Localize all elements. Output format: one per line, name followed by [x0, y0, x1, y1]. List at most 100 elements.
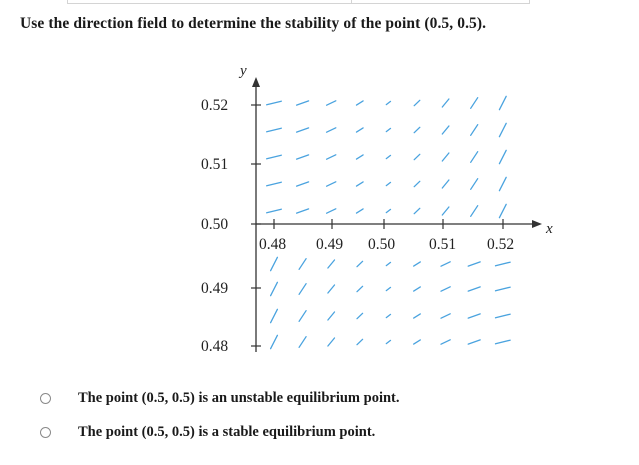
- slope-segment: [441, 179, 450, 189]
- slope-segment: [356, 285, 364, 293]
- slope-segment: [325, 127, 337, 133]
- slope-segment: [413, 286, 421, 292]
- slope-segment: [298, 258, 307, 270]
- y-tick-label: 0.52: [201, 97, 228, 114]
- slope-segment: [498, 176, 507, 192]
- slope-segment: [467, 261, 481, 267]
- slope-segment: [295, 100, 310, 106]
- slope-segment: [355, 208, 364, 214]
- slope-segment: [295, 154, 310, 160]
- slope-segment: [355, 127, 364, 133]
- slope-segment: [441, 98, 450, 108]
- y-tick-label: 0.51: [201, 156, 228, 173]
- slope-segment: [295, 208, 310, 214]
- slope-segment: [266, 100, 282, 106]
- slope-segment: [440, 286, 451, 292]
- answer-option-unstable[interactable]: The point (0.5, 0.5) is an unstable equi…: [40, 387, 400, 409]
- axes: y x 0.52 0.51 0.50 0.49 0.48 0.48 0.49 0…: [201, 63, 553, 355]
- slope-segment: [467, 313, 481, 319]
- answer-option-stable[interactable]: The point (0.5, 0.5) is a stable equilib…: [40, 421, 375, 443]
- slope-segment: [325, 208, 337, 214]
- slope-segment: [441, 152, 450, 162]
- slope-segment: [355, 100, 364, 106]
- slope-segment: [494, 286, 511, 292]
- slope-segment: [355, 181, 364, 187]
- radio-button-stable[interactable]: [40, 426, 51, 438]
- slope-segment: [494, 313, 511, 319]
- slope-segment: [327, 337, 336, 347]
- radio-button-unstable[interactable]: [40, 392, 51, 404]
- slope-segment: [325, 181, 337, 187]
- slope-segment: [295, 181, 310, 187]
- slope-segment: [327, 259, 336, 269]
- slope-segment: [413, 180, 421, 188]
- slope-segment: [327, 311, 336, 321]
- slope-segment: [327, 284, 336, 294]
- direction-field: y x 0.52 0.51 0.50 0.49 0.48 0.48 0.49 0…: [201, 63, 553, 355]
- slope-segment: [498, 122, 507, 138]
- x-tick-label: 0.51: [429, 236, 456, 253]
- direction-field-plot: y x 0.52 0.51 0.50 0.49 0.48 0.48 0.49 0…: [201, 63, 553, 355]
- slope-segment: [413, 313, 421, 319]
- slope-segment: [298, 283, 307, 295]
- slope-segment: [266, 181, 282, 187]
- slope-segment: [413, 207, 421, 215]
- answer-label-unstable: The point (0.5, 0.5) is an unstable equi…: [78, 389, 400, 406]
- x-tick-label: 0.52: [487, 236, 514, 253]
- slope-segment: [470, 151, 479, 163]
- slope-segment: [269, 334, 279, 350]
- question-text: Use the direction field to determine the…: [20, 15, 487, 32]
- x-tick-label: 0.48: [259, 236, 286, 253]
- slope-segment: [440, 339, 451, 345]
- slope-segment: [325, 100, 337, 106]
- slope-segment: [269, 281, 279, 297]
- x-tick-label: 0.50: [368, 236, 395, 253]
- slope-segment: [441, 125, 450, 135]
- slope-segment: [494, 339, 511, 345]
- slope-segment: [470, 97, 479, 109]
- slope-segment: [356, 260, 364, 268]
- slope-segment: [498, 149, 507, 165]
- x-axis-label: x: [545, 221, 553, 237]
- slope-segment: [385, 261, 392, 267]
- slope-segment: [470, 124, 479, 136]
- slope-segment: [467, 339, 481, 345]
- x-axis-arrowhead: [532, 220, 542, 228]
- answer-label-stable: The point (0.5, 0.5) is a stable equilib…: [78, 423, 376, 440]
- slope-segment: [356, 312, 364, 320]
- slope-segment: [266, 127, 282, 133]
- y-axis-label: y: [238, 63, 247, 79]
- slope-segment: [385, 181, 392, 187]
- y-tick-label: 0.49: [201, 280, 228, 297]
- slope-segment: [269, 256, 279, 272]
- slope-segment: [385, 313, 392, 319]
- y-axis-arrowhead: [252, 77, 260, 87]
- slope-segment: [355, 154, 364, 160]
- slope-segment: [385, 154, 392, 160]
- slope-segment: [470, 205, 479, 217]
- slope-segment: [385, 208, 392, 214]
- top-divider: [67, 0, 530, 4]
- slope-segment: [498, 95, 507, 111]
- slope-segment: [266, 208, 282, 214]
- slope-segment: [440, 313, 451, 319]
- slope-segment: [441, 206, 450, 216]
- slope-segment: [385, 286, 392, 292]
- y-tick-label: 0.48: [201, 338, 228, 355]
- slope-segment: [413, 261, 421, 267]
- slope-segment: [494, 261, 511, 267]
- slope-segment: [467, 286, 481, 292]
- slope-segment: [498, 203, 507, 219]
- slope-segment: [413, 339, 421, 345]
- slope-segment: [298, 310, 307, 322]
- slope-arrows: [266, 95, 511, 350]
- x-tick-label: 0.49: [316, 236, 343, 253]
- slope-segment: [356, 338, 364, 346]
- slope-segment: [325, 154, 337, 160]
- slope-segment: [269, 308, 279, 324]
- slope-segment: [385, 127, 392, 133]
- slope-segment: [266, 154, 282, 160]
- slope-segment: [413, 126, 421, 134]
- y-tick-label: 0.50: [201, 216, 228, 233]
- slope-segment: [470, 178, 479, 190]
